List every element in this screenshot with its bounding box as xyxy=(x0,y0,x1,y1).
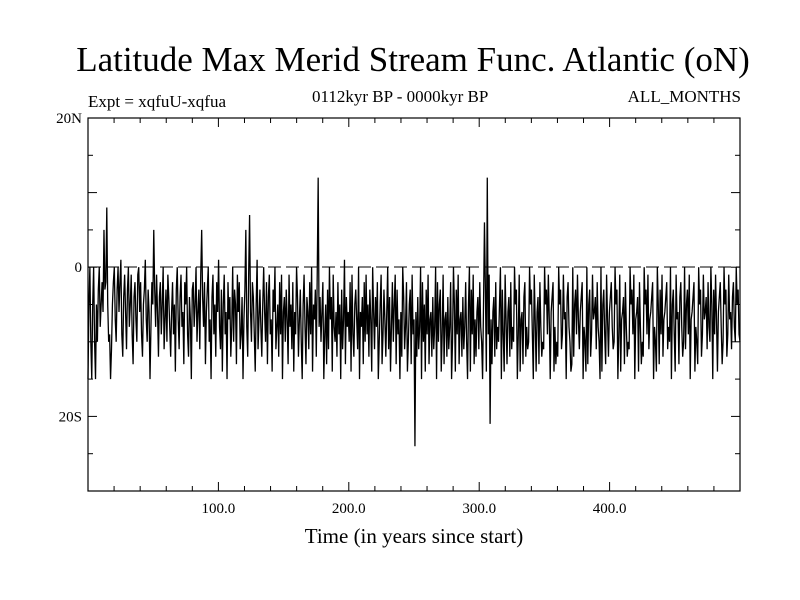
x-tick-label: 200.0 xyxy=(332,501,366,517)
experiment-label: Expt = xqfuU-xqfua xyxy=(88,92,227,111)
series-line xyxy=(87,177,741,447)
x-tick-label: 400.0 xyxy=(593,501,627,517)
x-axis-title: Time (in years since start) xyxy=(304,524,524,548)
x-tick-label: 300.0 xyxy=(462,501,496,517)
y-tick-label: 20N xyxy=(56,111,82,127)
x-tick-label: 100.0 xyxy=(202,501,236,517)
x-axis: 100.0 200.0 300.0 400.0 xyxy=(113,118,715,517)
y-tick-label: 20S xyxy=(59,409,82,425)
y-axis: 20N 0 20S xyxy=(56,111,740,492)
months-label: ALL_MONTHS xyxy=(627,87,741,106)
period-label: 0112kyr BP - 0000kyr BP xyxy=(312,87,489,106)
chart-title: Latitude Max Merid Stream Func. Atlantic… xyxy=(76,40,750,79)
y-tick-label: 0 xyxy=(75,260,83,276)
